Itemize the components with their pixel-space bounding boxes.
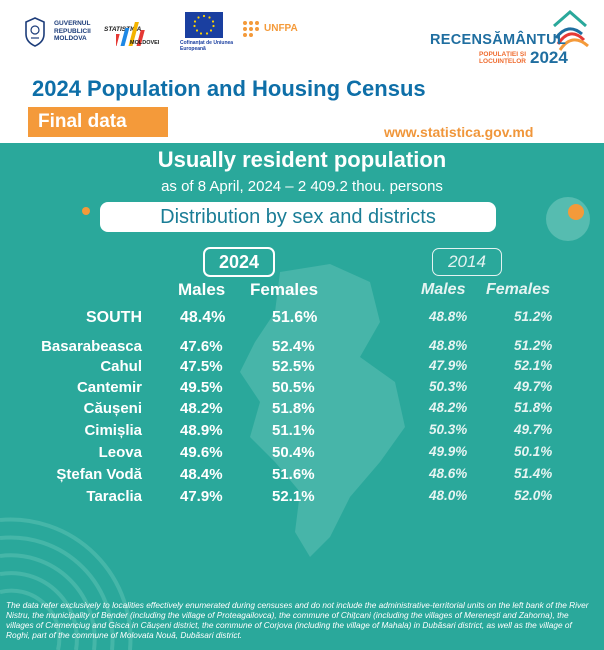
distribution-heading: Distribution by sex and districts <box>100 202 496 232</box>
table-row: Cimișlia 48.9% 51.1% 50.3% 49.7% <box>0 422 604 444</box>
females-2014-value: 50.1% <box>514 444 553 459</box>
females-2024-value: 52.5% <box>272 358 315 375</box>
males-2024-value: 48.4% <box>180 309 226 326</box>
header: GUVERNUL REPUBLICII MOLDOVA STATISTICA M… <box>0 0 604 143</box>
section-title: Usually resident population <box>157 147 447 172</box>
district-name: Cantemir <box>76 379 142 396</box>
header-females-2014: Females <box>486 281 551 298</box>
males-2014-value: 48.6% <box>429 466 468 481</box>
census-logo-subtitle: POPULAȚIEI ȘI LOCUINȚELOR <box>479 51 526 65</box>
district-name: Cahul <box>100 358 142 375</box>
gov-text-line-3: MOLDOVA <box>54 35 87 42</box>
header-males-2014: Males <box>421 281 466 298</box>
main-title: 2024 Population and Housing Census <box>32 76 426 101</box>
header-females-2024: Females <box>250 280 319 299</box>
males-2014-value: 50.3% <box>429 422 468 437</box>
final-data-badge: Final data <box>28 107 168 137</box>
eu-flag-icon <box>185 12 223 38</box>
males-2024-value: 48.2% <box>180 400 223 417</box>
district-name: Cimișlia <box>84 422 142 439</box>
females-2014-value: 52.0% <box>514 488 553 503</box>
females-2014-value: 51.2% <box>514 309 553 324</box>
census-house-icon <box>553 10 589 51</box>
females-2014-value: 52.1% <box>514 358 553 373</box>
females-2024-value: 52.4% <box>272 338 315 355</box>
district-name: Ștefan Vodă <box>56 466 142 483</box>
eu-logo: Cofinanțat de Uniunea Europeană <box>180 12 236 52</box>
census-logo-year: 2024 <box>530 48 568 67</box>
census-logo: RECENSĂMÂNTUL POPULAȚIEI ȘI LOCUINȚELOR … <box>430 10 590 67</box>
males-2024-value: 49.5% <box>180 379 223 396</box>
year-2014-label: 2014 <box>432 248 502 276</box>
gov-text-line-1: GUVERNUL <box>54 20 91 27</box>
decorative-arcs <box>0 517 133 650</box>
decorative-orange-dot <box>568 204 584 220</box>
government-logo-text: GUVERNUL REPUBLICII MOLDOVA <box>54 20 91 43</box>
district-name: Taraclia <box>86 488 142 505</box>
unfpa-text: UNFPA <box>264 23 298 34</box>
males-2014-value: 48.2% <box>429 400 468 415</box>
website-link[interactable]: www.statistica.gov.md <box>384 124 534 140</box>
females-2014-value: 49.7% <box>514 379 553 394</box>
census-logo-title: RECENSĂMÂNTUL <box>430 32 567 48</box>
males-2014-value: 48.8% <box>429 309 468 324</box>
population-total-line: as of 8 April, 2024 – 2 409.2 thou. pers… <box>161 178 443 195</box>
district-name: Căușeni <box>83 400 142 417</box>
government-logo: GUVERNUL REPUBLICII MOLDOVA <box>22 16 112 50</box>
table-row: Leova 49.6% 50.4% 49.9% 50.1% <box>0 444 604 466</box>
district-name: Leova <box>98 444 142 461</box>
statistica-logo-sub: MOLDOVEI <box>130 40 160 46</box>
unfpa-dots-icon <box>243 21 259 37</box>
year-2024-label: 2024 <box>203 247 275 277</box>
males-2014-value: 47.9% <box>429 358 468 373</box>
males-2014-value: 48.0% <box>429 488 468 503</box>
footnote: The data refer exclusively to localities… <box>6 600 589 640</box>
district-name: Basarabeasca <box>41 338 142 355</box>
males-2024-value: 47.5% <box>180 358 223 375</box>
decorative-circle <box>546 197 590 241</box>
statistica-logo: STATISTICA MOLDOVEI <box>104 14 166 50</box>
females-2014-value: 51.4% <box>514 466 553 481</box>
females-2024-value: 52.1% <box>272 488 315 505</box>
table-row: Ștefan Vodă 48.4% 51.6% 48.6% 51.4% <box>0 466 604 488</box>
south-region-map-icon <box>240 264 405 557</box>
table-row: Cantemir 49.5% 50.5% 50.3% 49.7% <box>0 379 604 401</box>
statistica-logo-text: STATISTICA <box>104 26 142 33</box>
bullet-dot <box>82 207 90 215</box>
district-name: SOUTH <box>86 309 142 326</box>
males-2024-value: 48.9% <box>180 422 223 439</box>
males-2014-value: 49.9% <box>429 444 468 459</box>
females-2024-value: 51.6% <box>272 309 318 326</box>
statistica-bars-icon <box>116 22 145 46</box>
females-2024-value: 51.6% <box>272 466 315 483</box>
females-2014-value: 51.8% <box>514 400 553 415</box>
table-row: Taraclia 47.9% 52.1% 48.0% 52.0% <box>0 488 604 510</box>
males-2024-value: 48.4% <box>180 466 223 483</box>
table-row: Cahul 47.5% 52.5% 47.9% 52.1% <box>0 358 604 380</box>
table-row-south: SOUTH 48.4% 51.6% 48.8% 51.2% <box>0 309 604 331</box>
eu-caption: Cofinanțat de Uniunea Europeană <box>180 40 234 52</box>
females-2024-value: 50.4% <box>272 444 315 461</box>
gov-text-line-2: REPUBLICII <box>54 27 91 35</box>
males-2024-value: 47.9% <box>180 488 223 505</box>
coat-of-arms-icon <box>25 17 45 47</box>
males-2014-value: 50.3% <box>429 379 468 394</box>
table-row: Căușeni 48.2% 51.8% 48.2% 51.8% <box>0 400 604 422</box>
header-males-2024: Males <box>178 280 226 299</box>
females-2024-value: 51.8% <box>272 400 315 417</box>
females-2024-value: 50.5% <box>272 379 315 396</box>
females-2014-value: 51.2% <box>514 338 553 353</box>
unfpa-logo: UNFPA <box>242 20 304 38</box>
females-2014-value: 49.7% <box>514 422 553 437</box>
males-2024-value: 47.6% <box>180 338 223 355</box>
table-row: Basarabeasca 47.6% 52.4% 48.8% 51.2% <box>0 338 604 360</box>
males-2014-value: 48.8% <box>429 338 468 353</box>
males-2024-value: 49.6% <box>180 444 223 461</box>
females-2024-value: 51.1% <box>272 422 315 439</box>
